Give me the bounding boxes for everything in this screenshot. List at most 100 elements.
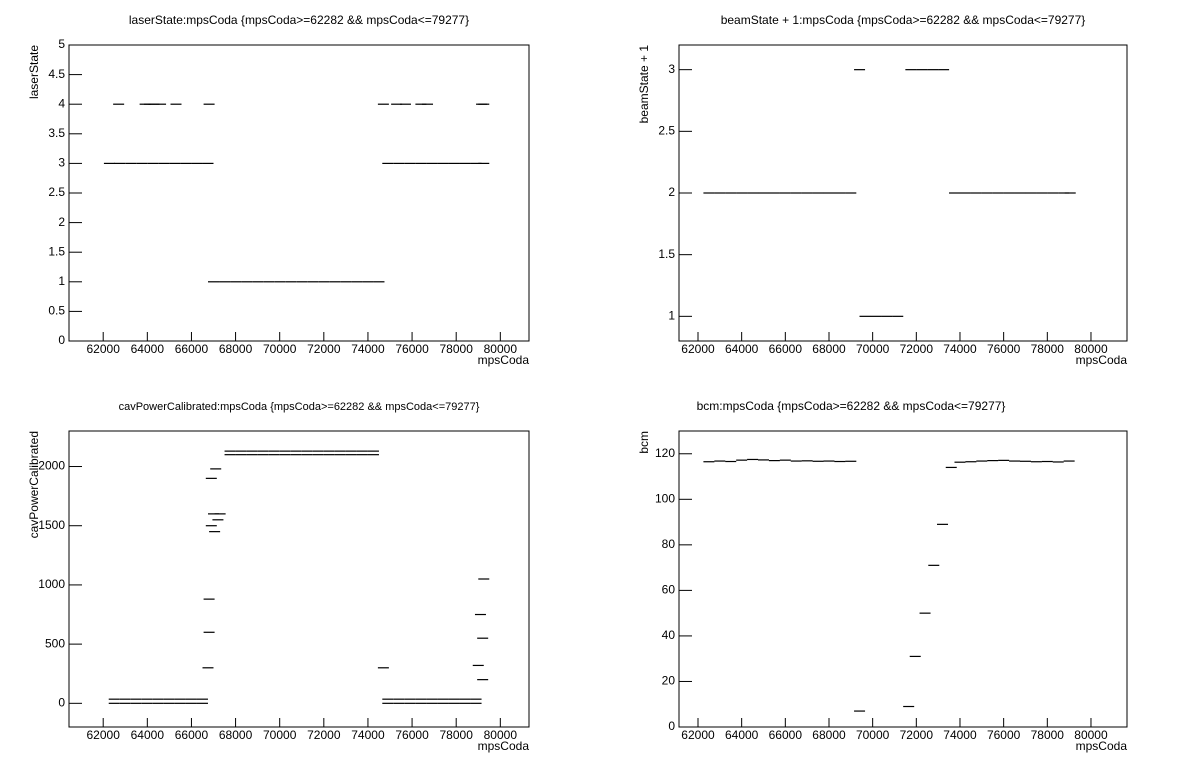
chart-title: beamState + 1:mpsCoda {mpsCoda>=62282 &&… (721, 13, 1086, 27)
x-tick-label: 76000 (395, 342, 429, 356)
y-axis-label: beamState + 1 (637, 45, 651, 124)
chart-title: laserState:mpsCoda {mpsCoda>=62282 && mp… (129, 13, 469, 27)
point (130, 702, 142, 704)
x-tick-label: 70000 (263, 342, 297, 356)
y-tick-label: 1 (668, 309, 675, 323)
point (169, 162, 181, 164)
point (992, 192, 1004, 194)
x-tick-label: 62000 (681, 728, 715, 742)
point (219, 281, 231, 283)
y-tick-label: 1 (58, 274, 65, 288)
x-tick-label: 74000 (351, 342, 385, 356)
x-tick-label: 74000 (943, 342, 977, 356)
y-axis-label: cavPowerCalibrated (27, 431, 41, 538)
point (823, 460, 835, 462)
point (415, 162, 427, 164)
point (214, 513, 226, 515)
y-tick-label: 100 (655, 491, 675, 505)
point (945, 466, 957, 469)
x-tick-label: 64000 (725, 728, 759, 742)
point (296, 281, 308, 283)
point (136, 162, 148, 164)
point (426, 698, 438, 700)
x-tick-label: 72000 (307, 728, 341, 742)
point (152, 698, 164, 700)
x-axis-label: mpsCoda (478, 353, 530, 367)
y-tick-label: 0.5 (48, 304, 65, 318)
point (477, 637, 489, 639)
point (203, 598, 215, 600)
y-tick-label: 1000 (38, 577, 65, 591)
point (703, 192, 715, 194)
point (209, 531, 221, 533)
point (290, 454, 302, 456)
x-tick-label: 74000 (943, 728, 977, 742)
point (345, 454, 357, 456)
point (119, 702, 131, 704)
point (334, 450, 346, 452)
point (147, 162, 159, 164)
x-tick-label: 66000 (175, 728, 209, 742)
point (965, 461, 977, 463)
point (246, 454, 258, 456)
y-tick-label: 0 (58, 333, 65, 347)
y-tick-label: 3.5 (48, 126, 65, 140)
point (185, 698, 197, 700)
point (404, 698, 416, 700)
y-tick-label: 3 (58, 156, 65, 170)
point (362, 281, 374, 283)
point (367, 454, 379, 456)
y-tick-label: 2 (58, 215, 65, 229)
y-axis-label: bcm (637, 431, 651, 454)
x-tick-label: 80000 (484, 728, 518, 742)
point (1041, 460, 1053, 463)
point (393, 698, 405, 700)
point (448, 162, 460, 164)
point (1009, 460, 1021, 462)
x-tick-label: 64000 (725, 342, 759, 356)
x-axis-label: mpsCoda (1076, 353, 1128, 367)
point (202, 667, 214, 669)
point (263, 281, 275, 283)
point (1003, 192, 1015, 194)
point (987, 460, 999, 462)
x-axis-label: mpsCoda (1076, 739, 1128, 753)
point (382, 698, 394, 700)
point (854, 69, 866, 71)
point (779, 459, 791, 461)
point (949, 192, 961, 194)
x-tick-label: 78000 (440, 342, 474, 356)
point (323, 450, 335, 452)
point (790, 192, 802, 194)
point (373, 281, 385, 283)
point (279, 454, 291, 456)
point (163, 698, 175, 700)
chart-title: cavPowerCalibrated:mpsCoda {mpsCoda>=622… (119, 401, 480, 413)
point (1063, 460, 1075, 462)
point (477, 679, 489, 681)
point (205, 477, 217, 479)
point (224, 454, 236, 456)
x-tick-label: 68000 (219, 342, 253, 356)
point (459, 162, 471, 164)
point (976, 460, 988, 462)
point (235, 450, 247, 452)
point (268, 450, 280, 452)
point (1025, 192, 1037, 194)
x-tick-label: 70000 (263, 728, 297, 742)
point (205, 525, 217, 527)
x-tick-label: 74000 (351, 728, 385, 742)
point (415, 702, 427, 704)
point (470, 698, 482, 700)
y-tick-label: 2.5 (658, 124, 675, 138)
point (768, 192, 780, 194)
point (892, 315, 904, 317)
point (235, 454, 247, 456)
point (938, 69, 950, 71)
point (285, 281, 297, 283)
y-tick-label: 4.5 (48, 67, 65, 81)
point (916, 69, 928, 71)
point (191, 162, 203, 164)
point (757, 192, 769, 194)
